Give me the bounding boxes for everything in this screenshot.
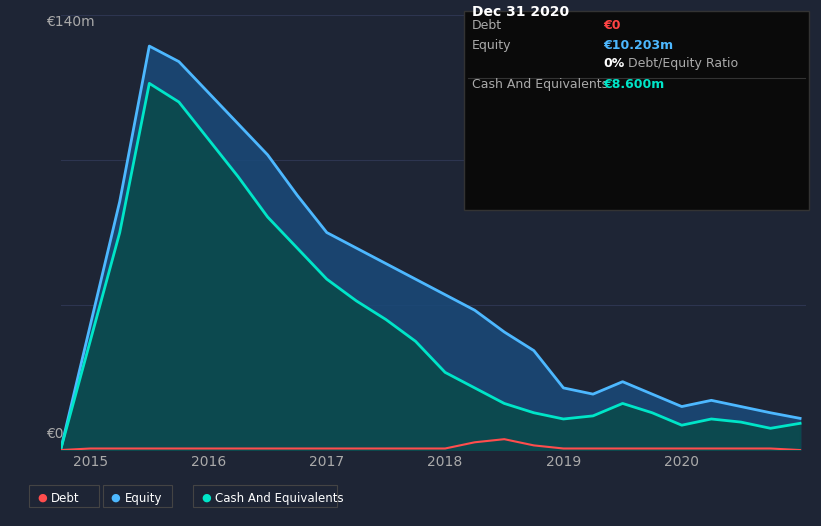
Text: ●: ● bbox=[201, 493, 211, 503]
Text: ●: ● bbox=[111, 493, 121, 503]
Text: €140m: €140m bbox=[46, 15, 94, 29]
Text: €0: €0 bbox=[46, 427, 63, 441]
Text: Debt/Equity Ratio: Debt/Equity Ratio bbox=[628, 57, 738, 70]
Text: 0%: 0% bbox=[603, 57, 625, 70]
Text: Cash And Equivalents: Cash And Equivalents bbox=[472, 78, 608, 92]
Text: €10.203m: €10.203m bbox=[603, 39, 673, 52]
Text: €0: €0 bbox=[603, 19, 621, 32]
Text: ●: ● bbox=[37, 493, 47, 503]
Text: Equity: Equity bbox=[472, 39, 511, 52]
Text: Debt: Debt bbox=[472, 19, 502, 32]
Text: Debt: Debt bbox=[51, 492, 80, 504]
Text: Dec 31 2020: Dec 31 2020 bbox=[472, 5, 569, 19]
Text: €8.600m: €8.600m bbox=[603, 78, 665, 92]
Text: Cash And Equivalents: Cash And Equivalents bbox=[215, 492, 344, 504]
Text: Equity: Equity bbox=[125, 492, 163, 504]
